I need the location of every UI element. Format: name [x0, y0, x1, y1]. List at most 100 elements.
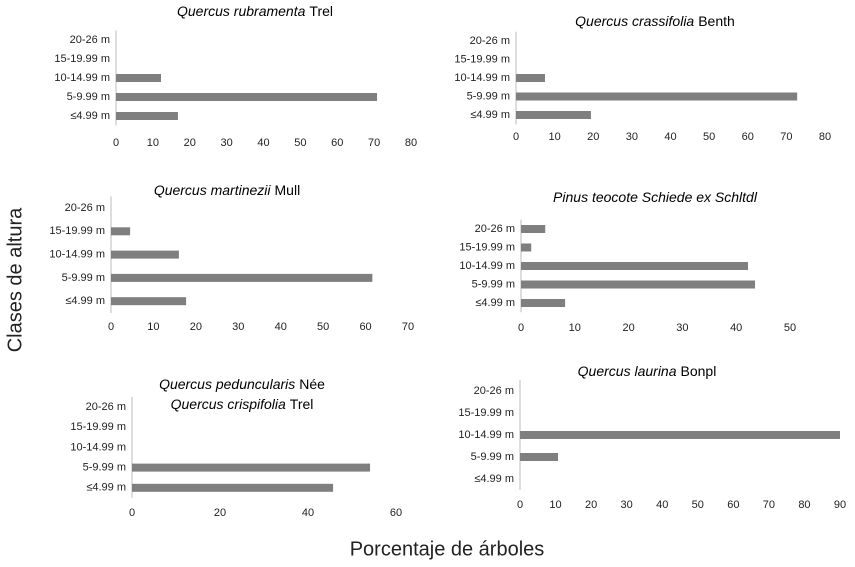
bar — [116, 93, 378, 101]
y-tick-label: 5-9.99 m — [467, 90, 510, 102]
y-tick-label: 5-9.99 m — [67, 91, 110, 103]
title-part: Quercus martinezii — [154, 182, 272, 198]
bar — [521, 280, 756, 289]
x-axis-label: Porcentaje de árboles — [350, 538, 545, 560]
bar — [111, 273, 373, 282]
chart-title: Quercus laurina Bonpl — [578, 363, 717, 379]
x-tick-label: 20 — [622, 322, 634, 334]
y-tick-label: 10-14.99 m — [454, 72, 510, 84]
bar — [516, 74, 545, 82]
x-tick-label: 10 — [549, 131, 561, 143]
y-tick-label: 20-26 m — [86, 401, 126, 413]
chart-title: Quercus rubramenta Trel — [177, 3, 333, 19]
y-tick-label: 10-14.99 m — [459, 260, 515, 272]
y-tick-label: ≤4.99 m — [475, 297, 515, 309]
x-tick-label: 50 — [703, 131, 715, 143]
x-tick-label: 10 — [569, 322, 581, 334]
title-part: Quercus laurina — [578, 363, 677, 379]
x-tick-label: 20 — [585, 499, 597, 511]
y-tick-label: 5-9.99 m — [472, 278, 515, 290]
x-tick-label: 30 — [676, 322, 688, 334]
x-tick-label: 0 — [113, 137, 119, 149]
chart-title: Quercus peduncularis Née — [159, 376, 325, 392]
y-tick-label: ≤4.99 m — [65, 295, 105, 307]
y-tick-label: 5-9.99 m — [62, 272, 105, 284]
x-tick-label: 40 — [730, 322, 742, 334]
x-tick-label: 40 — [257, 137, 269, 149]
x-tick-label: 30 — [626, 131, 638, 143]
x-tick-label: 0 — [108, 321, 114, 333]
x-tick-label: 90 — [834, 499, 846, 511]
x-tick-label: 40 — [664, 131, 676, 143]
y-tick-label: 10-14.99 m — [70, 441, 126, 453]
x-tick-label: 40 — [302, 507, 314, 519]
x-tick-label: 60 — [359, 321, 371, 333]
y-tick-label: ≤4.99 m — [474, 473, 514, 485]
y-tick-label: 10-14.99 m — [54, 72, 110, 84]
y-tick-label: 20-26 m — [70, 34, 110, 46]
x-tick-label: 20 — [214, 507, 226, 519]
bar — [521, 225, 546, 233]
chart-title: Quercus martinezii Mull — [154, 182, 300, 198]
title-part: Quercus crispifolia — [171, 396, 286, 412]
x-tick-label: 50 — [317, 321, 329, 333]
x-tick-label: 60 — [331, 137, 343, 149]
bar — [132, 483, 334, 492]
x-tick-label: 20 — [587, 131, 599, 143]
title-part: Quercus crassifolia — [575, 13, 694, 29]
y-tick-label: 20-26 m — [475, 223, 515, 235]
x-tick-label: 30 — [221, 137, 233, 149]
x-tick-label: 0 — [129, 507, 135, 519]
y-tick-label: 15-19.99 m — [458, 407, 514, 419]
y-tick-label: 15-19.99 m — [54, 53, 110, 65]
bar — [116, 112, 178, 120]
bar — [520, 431, 840, 439]
x-tick-label: 60 — [727, 499, 739, 511]
y-tick-label: ≤4.99 m — [86, 482, 126, 494]
x-tick-label: 70 — [402, 321, 414, 333]
title-part: Pinus teocote Schiede ex Schltdl — [553, 189, 758, 205]
y-tick-label: 5-9.99 m — [471, 451, 514, 463]
chart-title: Pinus teocote Schiede ex Schltdl — [553, 189, 758, 205]
chart-title: Quercus crassifolia Benth — [575, 13, 735, 29]
title-part: Bonpl — [681, 363, 717, 379]
bar — [111, 227, 131, 236]
y-tick-label: 15-19.99 m — [459, 241, 515, 253]
bar — [516, 111, 591, 119]
x-tick-label: 0 — [513, 131, 519, 143]
y-tick-label: ≤4.99 m — [470, 109, 510, 121]
bar — [116, 74, 161, 82]
y-tick-label: 20-26 m — [65, 202, 105, 214]
y-tick-label: 15-19.99 m — [454, 53, 510, 65]
bar — [111, 297, 187, 306]
x-tick-label: 70 — [368, 137, 380, 149]
x-tick-label: 70 — [780, 131, 792, 143]
y-tick-label: 10-14.99 m — [49, 249, 105, 261]
bar — [520, 453, 559, 461]
x-tick-label: 0 — [517, 499, 523, 511]
x-tick-label: 10 — [147, 321, 159, 333]
x-tick-label: 10 — [147, 137, 159, 149]
x-tick-label: 50 — [784, 322, 796, 334]
title-part: Mull — [275, 182, 301, 198]
x-tick-label: 30 — [232, 321, 244, 333]
title-part: Trel — [290, 396, 314, 412]
x-tick-label: 30 — [621, 499, 633, 511]
x-tick-label: 70 — [763, 499, 775, 511]
bar — [516, 92, 798, 101]
x-tick-label: 80 — [819, 131, 831, 143]
title-part: Quercus rubramenta — [177, 3, 306, 19]
x-tick-label: 20 — [184, 137, 196, 149]
y-tick-label: 20-26 m — [474, 385, 514, 397]
y-axis-label: Clases de altura — [4, 207, 26, 352]
x-tick-label: 0 — [518, 322, 524, 334]
y-tick-label: 15-19.99 m — [49, 225, 105, 237]
x-tick-label: 50 — [692, 499, 704, 511]
x-tick-label: 80 — [798, 499, 810, 511]
bar — [521, 262, 749, 270]
bar — [111, 250, 179, 259]
title-part: Quercus peduncularis — [159, 376, 295, 392]
bar — [521, 243, 532, 252]
x-tick-label: 40 — [275, 321, 287, 333]
